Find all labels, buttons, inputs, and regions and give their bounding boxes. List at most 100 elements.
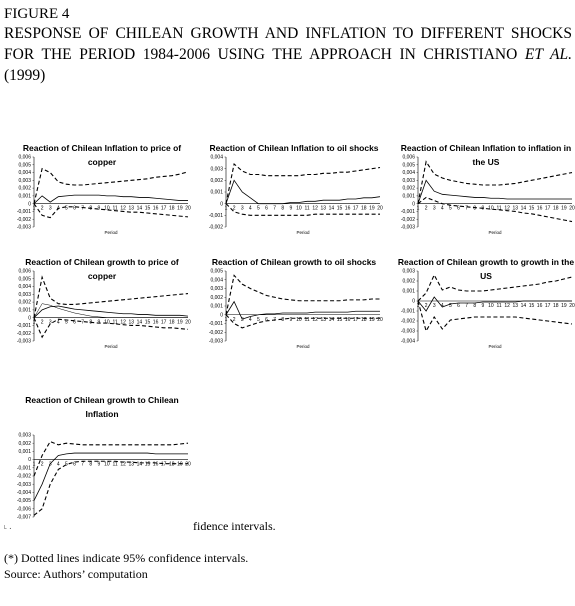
x-tick-label: 15 <box>529 303 535 309</box>
x-tick-label: 9 <box>97 462 100 468</box>
response-line <box>417 296 572 312</box>
confidence-band-line <box>33 275 189 318</box>
x-tick-label: 18 <box>169 206 175 212</box>
y-tick-label: -0,002 <box>209 225 223 231</box>
x-axis-title: Period <box>488 344 502 349</box>
y-tick-label: 0,003 <box>402 178 415 184</box>
y-tick-label: 0 <box>412 299 415 305</box>
y-tick-label: -0,001 <box>17 209 31 215</box>
x-tick-label: 6 <box>73 462 76 468</box>
confidence-band-line <box>417 300 573 333</box>
x-tick-label: 1 <box>417 303 420 309</box>
x-tick-label: 6 <box>265 317 268 323</box>
x-tick-label: 6 <box>265 206 268 212</box>
figure-title: RESPONSE OF CHILEAN GROWTH AND INFLATION… <box>4 23 572 86</box>
x-tick-label: 13 <box>512 206 518 212</box>
y-tick-label: 0,003 <box>210 286 223 292</box>
x-axis-title: Period <box>104 230 118 235</box>
y-tick-label: -0,001 <box>17 465 31 471</box>
y-tick-label: 0,002 <box>210 295 223 301</box>
y-tick-label: -0,001 <box>209 213 223 219</box>
figure-title-italic: ET AL. <box>524 46 572 63</box>
x-axis-title: Period <box>104 344 118 349</box>
y-tick-label: 0,004 <box>402 170 415 176</box>
y-tick-label: -0,002 <box>17 331 31 337</box>
x-tick-label: 1 <box>33 462 36 468</box>
x-tick-label: 7 <box>273 206 276 212</box>
y-tick-label: 0,003 <box>18 292 31 298</box>
x-tick-label: 2 <box>233 206 236 212</box>
x-tick-label: 12 <box>504 303 510 309</box>
x-tick-label: 5 <box>449 206 452 212</box>
confidence-band-line <box>225 203 380 216</box>
x-tick-label: 18 <box>169 462 175 468</box>
x-tick-label: 20 <box>185 462 191 468</box>
confidence-band-line <box>417 273 573 302</box>
confidence-band-line <box>33 440 189 477</box>
chart-svg: 0,003 0,002 0,001 0 -0,001 -0,002 -0,003 -0,004… <box>401 269 575 349</box>
x-tick-label: 5 <box>449 303 452 309</box>
x-tick-label: 17 <box>545 206 551 212</box>
x-tick-label: 13 <box>320 317 326 323</box>
x-tick-label: 19 <box>561 206 567 212</box>
x-tick-label: 4 <box>249 206 252 212</box>
chart-panel-growth-us: Reaction of Chilean growth to growth in … <box>396 255 575 400</box>
x-tick-label: 13 <box>128 206 134 212</box>
y-tick-label: 0,003 <box>402 269 415 275</box>
x-tick-label: 13 <box>512 303 518 309</box>
x-tick-label: 14 <box>329 206 335 212</box>
x-tick-label: 18 <box>553 303 559 309</box>
y-tick-label: 0,001 <box>210 190 223 196</box>
x-tick-label: 5 <box>257 317 260 323</box>
response-line <box>33 305 189 318</box>
y-tick-label: 0 <box>220 312 223 318</box>
x-tick-label: 17 <box>161 206 167 212</box>
y-tick-label: 0,005 <box>402 162 415 168</box>
chart-panel-growth-inflation: Reaction of Chilean growth to Chilean In… <box>12 393 192 538</box>
chart-title: Reaction of Chilean growth to price of c… <box>25 257 179 281</box>
x-tick-label: 14 <box>521 303 527 309</box>
response-line <box>225 300 380 320</box>
x-tick-label: 13 <box>320 206 326 212</box>
y-tick-label: -0,004 <box>401 339 415 345</box>
x-tick-label: 14 <box>329 317 335 323</box>
x-tick-label: 4 <box>57 462 60 468</box>
confidence-band-line <box>33 167 189 204</box>
x-tick-label: 12 <box>120 206 126 212</box>
y-tick-label: 0,005 <box>210 269 223 275</box>
x-tick-label: 7 <box>81 206 84 212</box>
y-tick-label: 0 <box>28 457 31 463</box>
x-tick-label: 8 <box>89 462 92 468</box>
x-tick-label: 5 <box>65 206 68 212</box>
x-tick-label: 16 <box>153 206 159 212</box>
x-tick-label: 16 <box>345 317 351 323</box>
chart-title: Reaction of Chilean growth to Chilean In… <box>25 395 179 419</box>
x-tick-label: 10 <box>104 462 110 468</box>
y-tick-label: -0,003 <box>401 225 415 231</box>
y-tick-label: -0,002 <box>17 217 31 223</box>
x-tick-label: 6 <box>457 303 460 309</box>
x-tick-label: 15 <box>145 206 151 212</box>
y-tick-label: 0,002 <box>18 186 31 192</box>
x-tick-label: 6 <box>457 206 460 212</box>
chart-panel-growth-copper: Reaction of Chilean growth to price of c… <box>12 255 192 400</box>
x-tick-label: 18 <box>361 206 367 212</box>
artifact-text: fidence intervals. <box>193 519 276 533</box>
chart-title: Reaction of Chilean Inflation to inflati… <box>400 143 572 167</box>
x-tick-label: 15 <box>337 206 343 212</box>
x-tick-label: 12 <box>312 206 318 212</box>
chart-title: Reaction of Chilean growth to growth in … <box>397 257 575 281</box>
y-tick-label: -0,001 <box>17 323 31 329</box>
x-tick-label: 7 <box>465 303 468 309</box>
x-tick-label: 2 <box>41 206 44 212</box>
figure-title-end: (1999) <box>4 67 46 84</box>
x-tick-label: 19 <box>177 320 183 326</box>
y-tick-label: 0,006 <box>18 269 31 275</box>
x-tick-label: 16 <box>537 206 543 212</box>
x-tick-label: 2 <box>425 303 428 309</box>
chart-title: Reaction of Chilean Inflation to oil sho… <box>209 143 379 153</box>
response-line <box>33 452 188 501</box>
confidence-band-line <box>33 317 189 339</box>
